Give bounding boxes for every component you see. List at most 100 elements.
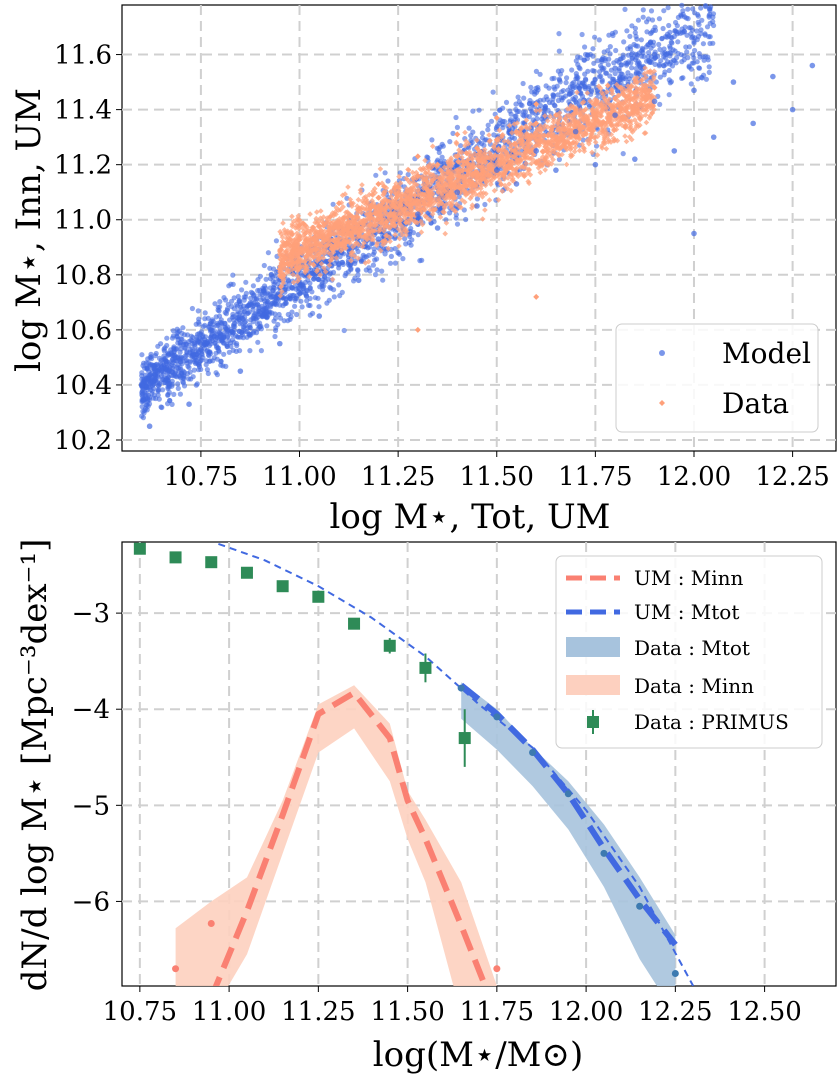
data-point [572, 144, 579, 151]
data-point [435, 188, 442, 194]
data-point [542, 147, 549, 153]
data-point [362, 232, 368, 239]
data-point [330, 224, 337, 231]
data-point [473, 154, 480, 161]
model-point [148, 354, 154, 360]
data-point [420, 173, 426, 180]
model-point [302, 273, 308, 279]
model-point [590, 68, 596, 74]
data-point [554, 144, 560, 150]
data-point [381, 228, 387, 234]
data-point [310, 242, 317, 249]
model-point [529, 108, 535, 114]
data-point [380, 199, 386, 205]
data-point [559, 127, 565, 134]
data-point [627, 88, 633, 95]
data-point [486, 138, 493, 145]
model-point [634, 61, 641, 67]
data-point [592, 114, 599, 121]
data-point [339, 192, 346, 199]
data-point [432, 196, 438, 203]
data-point [368, 202, 375, 208]
model-point [171, 391, 177, 397]
data-point [499, 151, 505, 157]
model-point [216, 349, 222, 355]
data-point [476, 175, 483, 182]
data-point [383, 232, 390, 239]
data-point [543, 155, 550, 161]
data-point [621, 116, 627, 122]
data-point [571, 148, 578, 155]
model-point [171, 344, 177, 350]
model-point [705, 54, 711, 60]
data-point [358, 209, 365, 216]
model-point [246, 309, 252, 315]
model-point [171, 353, 177, 359]
data-point [643, 105, 649, 112]
data-point [633, 100, 640, 106]
data-point [567, 146, 574, 153]
data-point [283, 231, 289, 238]
data-point [542, 167, 548, 173]
model-point [593, 143, 600, 149]
data-point [505, 159, 512, 165]
data-point [623, 122, 629, 128]
data-point [284, 260, 291, 266]
data-point [602, 96, 608, 103]
model-point [230, 272, 236, 278]
model-point [222, 320, 228, 326]
model-point [640, 46, 646, 53]
data-point [429, 143, 436, 150]
data-point [626, 86, 632, 93]
model-point [648, 8, 655, 14]
data-point [353, 239, 360, 246]
data-point [289, 254, 295, 261]
model-point [624, 28, 630, 34]
data-point [412, 213, 418, 219]
data-point [438, 192, 445, 198]
model-point [246, 331, 252, 337]
model-point [257, 320, 263, 326]
model-point [474, 196, 480, 202]
model-point [644, 29, 650, 35]
model-point [648, 59, 654, 65]
data-point [556, 151, 562, 158]
model-point [564, 75, 570, 81]
data-point [410, 175, 416, 181]
model-point [680, 8, 686, 14]
data-point [517, 129, 524, 136]
scatter-panel: 10.75 11.00 11.25 11.50 11.75 12.00 12.2510.21… [9, 2, 837, 537]
data-point [481, 146, 488, 153]
model-point [158, 362, 164, 368]
data-point [431, 175, 438, 182]
model-point [666, 22, 672, 29]
model-point [543, 83, 549, 89]
data-point [277, 248, 283, 254]
model-point [520, 120, 526, 126]
data-point [449, 199, 455, 206]
model-point [192, 344, 198, 350]
data-point [463, 150, 469, 156]
data-point [294, 273, 301, 279]
model-point [355, 272, 361, 278]
data-point [476, 159, 482, 165]
data-point [647, 112, 654, 119]
data-point [374, 206, 381, 213]
data-point [423, 193, 429, 199]
data-point [502, 171, 508, 178]
model-point [660, 25, 666, 32]
model-point [591, 60, 597, 66]
data-point [289, 241, 295, 247]
data-point [517, 132, 523, 138]
data-point [408, 216, 415, 223]
data-point [602, 140, 608, 147]
model-point [706, 34, 712, 40]
data-point [551, 146, 558, 152]
model-point [241, 324, 247, 330]
model-point [224, 343, 230, 349]
data-point [606, 112, 612, 118]
data-point [568, 103, 574, 109]
model-point [595, 58, 601, 64]
model-point [265, 250, 271, 256]
data-point [605, 116, 612, 123]
